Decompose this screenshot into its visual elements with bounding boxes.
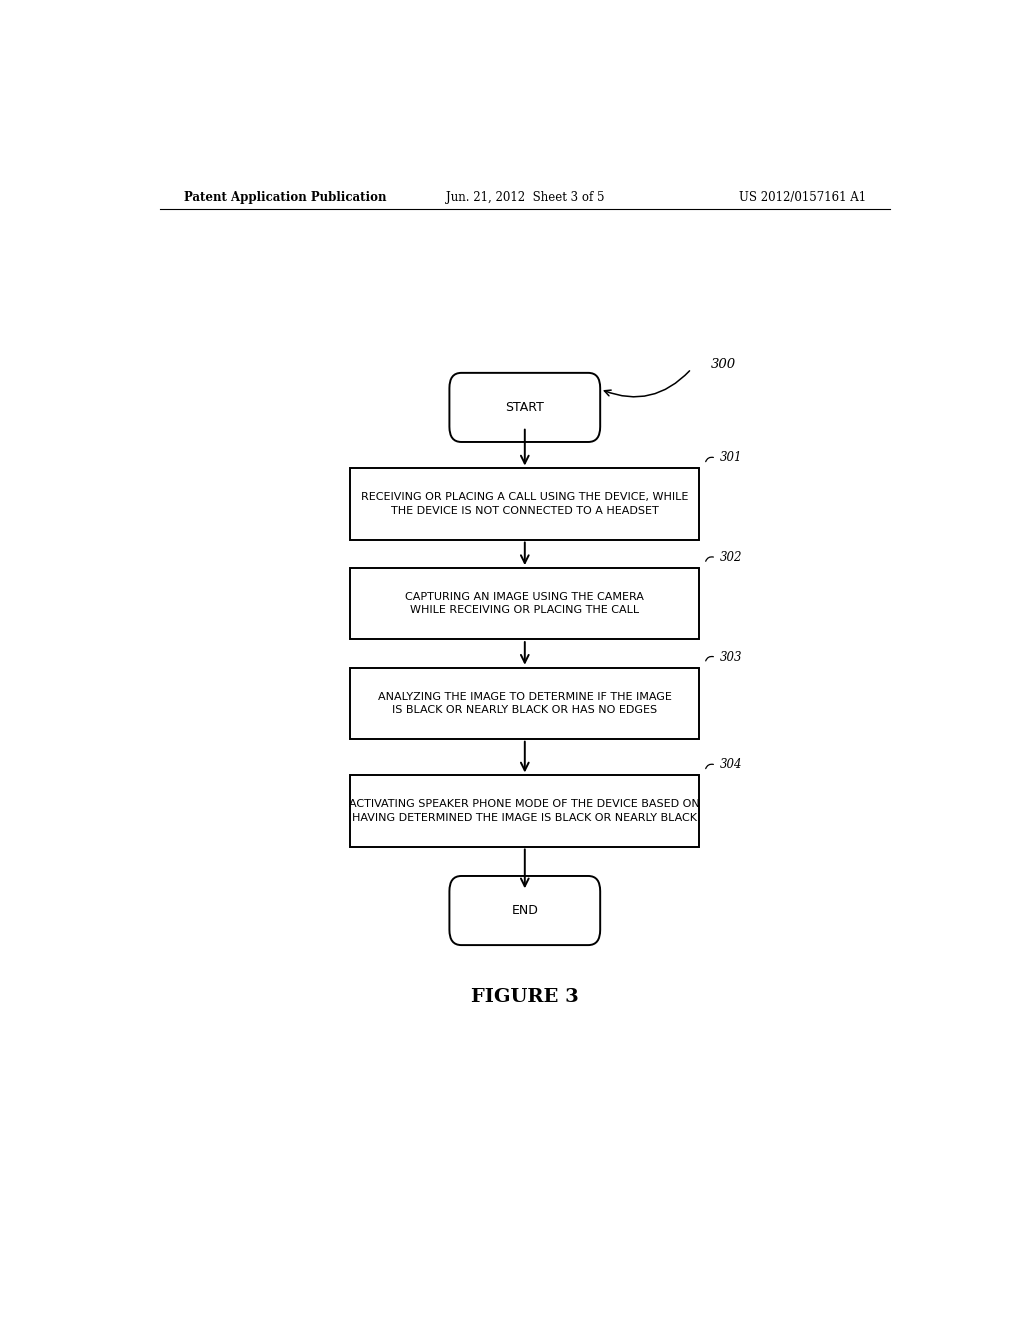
FancyBboxPatch shape xyxy=(350,668,699,739)
Text: ACTIVATING SPEAKER PHONE MODE OF THE DEVICE BASED ON
HAVING DETERMINED THE IMAGE: ACTIVATING SPEAKER PHONE MODE OF THE DEV… xyxy=(349,800,700,822)
FancyBboxPatch shape xyxy=(350,568,699,639)
Text: END: END xyxy=(511,904,539,917)
Text: Jun. 21, 2012  Sheet 3 of 5: Jun. 21, 2012 Sheet 3 of 5 xyxy=(445,190,604,203)
Text: FIGURE 3: FIGURE 3 xyxy=(471,987,579,1006)
Text: Patent Application Publication: Patent Application Publication xyxy=(183,190,386,203)
Text: 303: 303 xyxy=(720,651,742,664)
Text: 302: 302 xyxy=(720,550,742,564)
Text: START: START xyxy=(506,401,544,414)
Text: 300: 300 xyxy=(712,358,736,371)
Text: US 2012/0157161 A1: US 2012/0157161 A1 xyxy=(739,190,866,203)
FancyBboxPatch shape xyxy=(450,876,600,945)
FancyBboxPatch shape xyxy=(350,775,699,846)
Text: ANALYZING THE IMAGE TO DETERMINE IF THE IMAGE
IS BLACK OR NEARLY BLACK OR HAS NO: ANALYZING THE IMAGE TO DETERMINE IF THE … xyxy=(378,692,672,715)
FancyBboxPatch shape xyxy=(350,469,699,540)
Text: RECEIVING OR PLACING A CALL USING THE DEVICE, WHILE
THE DEVICE IS NOT CONNECTED : RECEIVING OR PLACING A CALL USING THE DE… xyxy=(361,492,688,516)
Text: 304: 304 xyxy=(720,758,742,771)
Text: 301: 301 xyxy=(720,451,742,465)
Text: CAPTURING AN IMAGE USING THE CAMERA
WHILE RECEIVING OR PLACING THE CALL: CAPTURING AN IMAGE USING THE CAMERA WHIL… xyxy=(406,591,644,615)
FancyBboxPatch shape xyxy=(450,372,600,442)
